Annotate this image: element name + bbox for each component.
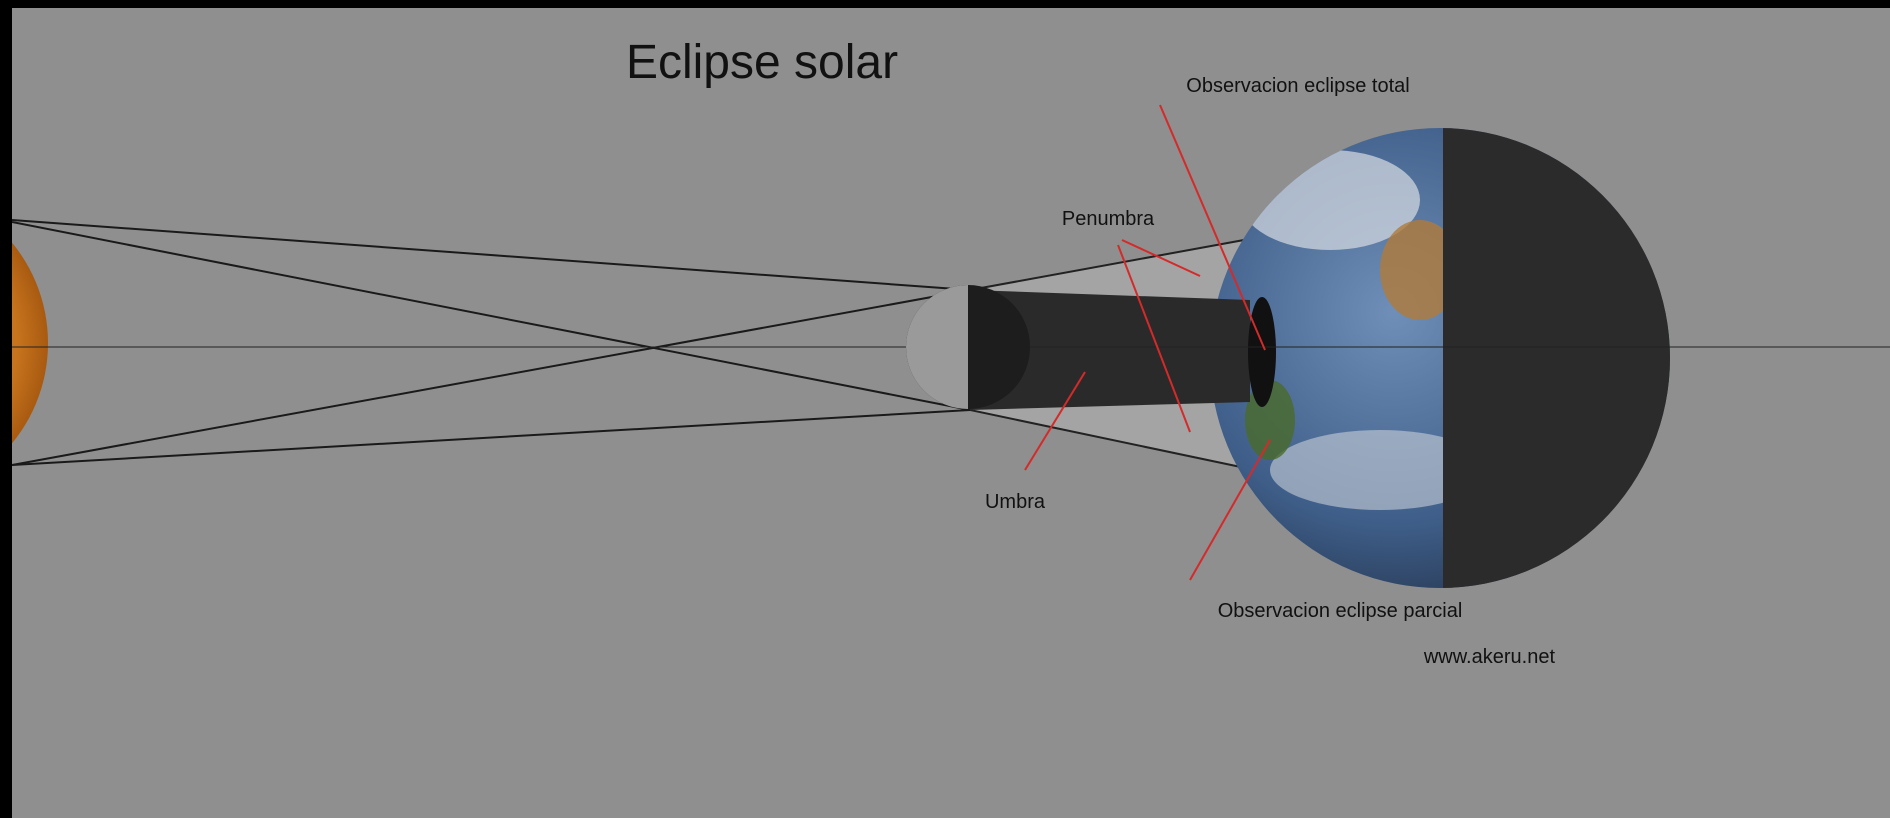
diagram: Eclipse solar Observacion eclipse total …	[0, 0, 1890, 818]
page: {"title": "Eclipse solar", "labels": {"t…	[0, 0, 1890, 818]
label-partial: Observacion eclipse parcial	[1218, 600, 1463, 622]
label-penumbra: Penumbra	[1062, 208, 1155, 230]
title: Eclipse solar	[626, 36, 898, 89]
label-umbra: Umbra	[985, 491, 1046, 513]
label-total: Observacion eclipse total	[1186, 75, 1409, 97]
credit: www.akeru.net	[1423, 646, 1556, 668]
umbra-spot	[1248, 297, 1276, 407]
